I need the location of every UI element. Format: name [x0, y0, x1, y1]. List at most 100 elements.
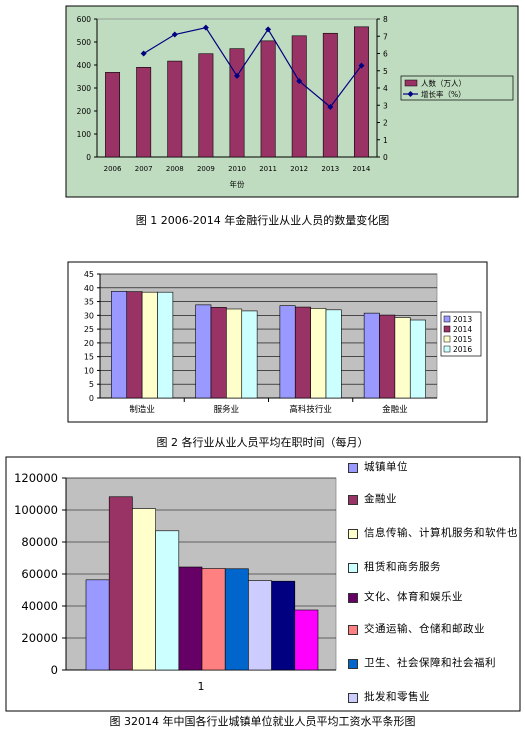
- chart2-legend-swatch: [443, 325, 451, 333]
- chart1-x-tick-label: 2012: [290, 165, 308, 173]
- chart3-bar: [248, 580, 272, 671]
- chart1-y-tick-label: 100: [77, 130, 92, 139]
- chart1-x-tick-label: 2008: [166, 165, 184, 173]
- chart2-legend-label: 2013: [453, 315, 472, 324]
- chart3-bar: [155, 530, 180, 671]
- chart1-growth-point: [327, 103, 334, 110]
- chart2-bar: [325, 309, 342, 399]
- chart3-legend-label: 城镇单位: [364, 461, 408, 473]
- chart3-legend-item: 信息传输、计算机服务和软件也: [348, 526, 520, 541]
- chart2-y-tick-label: 0: [89, 394, 94, 403]
- chart3-legend-swatch: [348, 495, 358, 505]
- chart3-legend-item: 交通运输、仓储和邮政业: [348, 622, 520, 637]
- chart1-growth-point: [202, 24, 209, 31]
- chart2-bar: [379, 314, 396, 399]
- chart2-x-tick-label: 金融业: [382, 404, 408, 415]
- chart1-x-tick-label: 2011: [259, 165, 277, 173]
- chart1-growth-point: [171, 31, 178, 38]
- chart3-legend-swatch: [348, 693, 358, 703]
- average-wage-chart: 0 20000 40000 60000 80000 100000 120000 1: [5, 456, 521, 712]
- chart3-legend-item: 卫生、社会保障和社会福利: [348, 656, 520, 671]
- figure1-caption: 图 1 2006-2014 年金融行业从业人员的数量变化图: [135, 214, 390, 227]
- chart1-x-tick-label: 2010: [228, 165, 246, 173]
- chart3-y-tick-label: 80000: [21, 535, 58, 549]
- chart3-y-tick-label: 60000: [21, 567, 58, 581]
- chart2-bar: [157, 291, 174, 399]
- chart1-growth-point: [140, 50, 147, 57]
- chart3-legend-label: 卫生、社会保障和社会福利: [364, 657, 496, 669]
- figure3-caption: 图 32014 年中国各行业城镇单位就业人员平均工资水平条形图: [109, 715, 416, 728]
- chart2-x-tick-label: 制造业: [129, 404, 155, 415]
- chart3-legend-label: 文化、体育和娱乐业: [364, 591, 463, 603]
- chart1-bar: [105, 72, 121, 158]
- chart1-y2-tick-label: 6: [383, 50, 388, 59]
- chart3-legend-label: 金融业: [364, 493, 397, 505]
- chart2-bar: [279, 305, 296, 399]
- chart3-legend-swatch: [348, 563, 358, 573]
- chart2-bar: [409, 319, 426, 399]
- chart2-bar: [141, 291, 158, 399]
- chart1-y2-tick-label: 7: [383, 32, 388, 41]
- chart1-bar: [353, 26, 369, 158]
- chart1-y-tick-label: 400: [77, 61, 92, 70]
- chart2-x-tick-label: 服务业: [214, 404, 240, 415]
- chart1-bar: [322, 32, 338, 158]
- chart1-x-tick-label: 2006: [104, 165, 122, 173]
- chart3-legend-item: 批发和零售业: [348, 690, 520, 705]
- chart3-legend-label: 交通运输、仓储和邮政业: [364, 623, 485, 635]
- chart3-bar: [201, 568, 226, 671]
- chart1-growth-point: [265, 26, 272, 33]
- chart2-y-tick-label: 25: [84, 325, 94, 334]
- chart1-y2-tick-label: 3: [383, 101, 388, 110]
- chart3-bar: [178, 566, 203, 671]
- chart3-legend-label: 批发和零售业: [364, 691, 430, 703]
- chart2-y-tick-label: 15: [84, 353, 94, 362]
- chart2-y-tick-label: 45: [84, 270, 94, 279]
- chart2-legend-label: 2016: [453, 345, 472, 354]
- chart1-bar: [167, 60, 183, 158]
- chart1-legend-label: 人数（万人）: [421, 78, 466, 88]
- chart3-bar: [132, 508, 156, 671]
- chart3-legend-swatch: [348, 625, 358, 635]
- chart1-bar: [260, 40, 276, 158]
- chart2-bar: [195, 304, 212, 399]
- wage-chart-legend: 城镇单位 金融业 信息传输、计算机服务和软件也 租赁和商务服务 文化、体育和娱乐业 交通运…: [344, 456, 520, 712]
- chart3-bar: [294, 609, 319, 671]
- chart1-bar: [291, 35, 307, 158]
- chart1-x-tick-label: 2007: [135, 165, 153, 173]
- chart3-legend-item: 文化、体育和娱乐业: [348, 590, 520, 605]
- chart3-y-tick-label: 40000: [21, 599, 58, 613]
- chart1-legend-swatch: [404, 79, 418, 87]
- chart1-x-tick-label: 2013: [321, 165, 339, 173]
- chart3-y-tick-label: 100000: [14, 503, 58, 517]
- chart2-bar: [241, 310, 258, 399]
- chart3-bar: [108, 496, 133, 671]
- chart1-y2-tick-label: 8: [383, 15, 388, 24]
- chart2-legend-label: 2015: [453, 335, 472, 344]
- chart2-y-tick-label: 20: [84, 339, 94, 348]
- chart2-y-tick-label: 40: [84, 284, 94, 293]
- chart1-bar: [136, 67, 152, 158]
- chart2-bar: [310, 308, 327, 399]
- chart2-bar: [111, 291, 128, 399]
- chart1-y-tick-label: 200: [77, 107, 92, 116]
- chart1-x-tick-label: 2009: [197, 165, 215, 173]
- chart1-x-axis-title: 年份: [230, 179, 245, 189]
- chart3-y-tick-label: 120000: [14, 471, 58, 485]
- chart1-x-tick-label: 2014: [353, 165, 371, 173]
- chart3-legend-item: 城镇单位: [348, 460, 520, 475]
- chart1-bar: [229, 48, 245, 158]
- chart1-y-tick-label: 0: [86, 153, 91, 162]
- chart3-y-tick-label: 0: [51, 663, 58, 677]
- chart3-legend-swatch: [348, 593, 358, 603]
- chart2-legend-label: 2014: [453, 325, 472, 334]
- chart2-bar: [394, 317, 411, 399]
- chart3-legend-label: 信息传输、计算机服务和软件也: [364, 527, 518, 539]
- chart1-y2-tick-label: 4: [383, 84, 388, 93]
- chart3-legend-swatch: [348, 463, 358, 473]
- chart1-growth-point: [358, 62, 365, 69]
- chart2-y-tick-label: 30: [84, 311, 94, 320]
- chart2-legend-swatch: [443, 335, 451, 343]
- chart1-y2-tick-label: 1: [383, 136, 388, 145]
- chart2-bar: [226, 308, 243, 399]
